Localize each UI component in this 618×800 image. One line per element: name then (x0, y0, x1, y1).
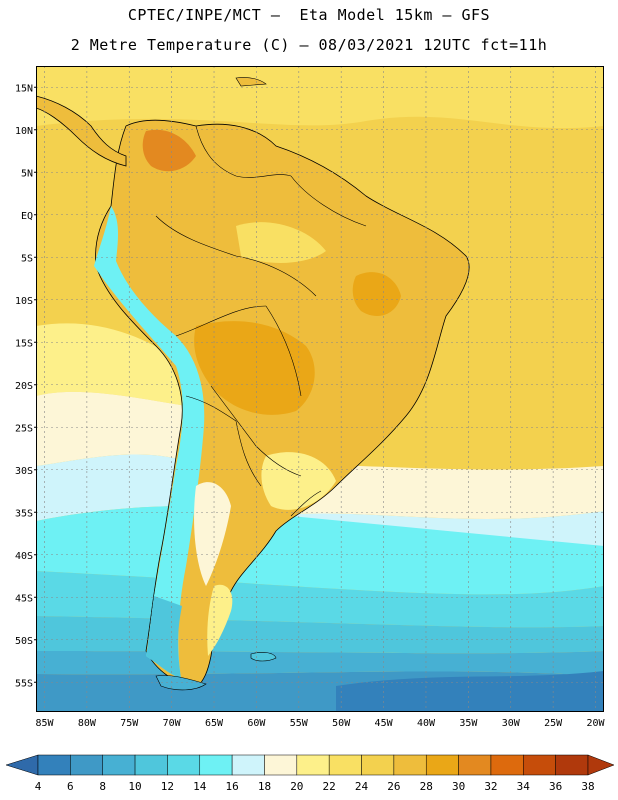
lon-tick-label: 70W (163, 718, 182, 729)
colorbar-label: 26 (387, 780, 400, 793)
lon-tick-label: 65W (205, 718, 224, 729)
lat-tick-label: 30S (15, 466, 33, 477)
hot-region-north (142, 129, 196, 172)
ocean-band-10 (36, 651, 604, 676)
lat-tick-label: 10N (15, 126, 33, 137)
lat-tick-label: 5S (21, 253, 33, 264)
lon-tick-label: 20W (586, 718, 605, 729)
colorbar-swatch (102, 754, 136, 776)
colorbar-swatch (167, 754, 201, 776)
colorbar-swatch (264, 754, 298, 776)
lon-tick-label: 30W (502, 718, 521, 729)
colorbar-swatch (70, 754, 103, 776)
lat-tick-label: 45S (15, 593, 33, 604)
latitude-axis: 15N 10N 5N EQ 5S 10S 15S 20S 25S 30S 35S 40S 45S 50S 5… (15, 83, 36, 689)
colorbar-swatch (296, 754, 330, 776)
colorbar-swatch (555, 754, 589, 776)
colorbar-swatch (231, 754, 265, 776)
lon-tick-label: 50W (332, 718, 351, 729)
colorbar-label: 12 (161, 780, 174, 793)
lat-tick-label: 25S (15, 423, 33, 434)
colorbar-swatch (523, 754, 556, 776)
mild-region-amazon (236, 222, 326, 263)
colorbar-label: 36 (549, 780, 562, 793)
lat-tick-label: EQ (21, 211, 33, 222)
lat-tick-label: 10S (15, 296, 33, 307)
colorbar-label: 32 (484, 780, 497, 793)
lon-tick-label: 40W (417, 718, 436, 729)
patagonia-cool (146, 596, 182, 678)
ocean-band-north (36, 66, 604, 129)
colorbar-label: 34 (517, 780, 531, 793)
lon-tick-label: 85W (35, 718, 54, 729)
caribbean-islands (235, 77, 267, 87)
andes-cool-strip (94, 206, 205, 678)
lon-tick-label: 80W (78, 718, 97, 729)
map-title: CPTEC/INPE/MCT – Eta Model 15km – GFS (127, 6, 491, 24)
temperature-colorbar: 4 6 8 10 12 14 16 18 20 22 24 26 28 30 32 34 36 38 (5, 754, 615, 793)
lon-tick-label: 45W (375, 718, 394, 729)
lon-tick-label: 35W (459, 718, 478, 729)
colorbar-min-arrow (5, 754, 39, 776)
lon-tick-label: 55W (290, 718, 309, 729)
lat-tick-label: 35S (15, 508, 33, 519)
pampas-mild (194, 482, 231, 586)
colorbar-swatch (328, 754, 362, 776)
temperature-map (36, 66, 604, 712)
ocean-band-6 (336, 671, 604, 712)
tierra-del-fuego (155, 675, 207, 691)
map-subtitle: 2 Metre Temperature (C) – 08/03/2021 12U… (70, 36, 548, 54)
colorbar-label: 24 (355, 780, 369, 793)
hot-region-northeast (352, 272, 401, 316)
colorbar-label: 28 (420, 780, 433, 793)
lat-tick-label: 40S (15, 551, 33, 562)
colorbar-swatch (425, 754, 459, 776)
lat-tick-label: 15N (15, 83, 33, 94)
colorbar-label: 4 (35, 780, 42, 793)
colorbar-label: 38 (581, 780, 594, 793)
colorbar-label: 10 (128, 780, 141, 793)
colorbar-swatch (393, 754, 427, 776)
colorbar-label: 22 (323, 780, 336, 793)
ocean-band-pacific-22 (36, 391, 186, 466)
colorbar-label: 16 (225, 780, 238, 793)
ocean-band-atlantic-22 (266, 464, 604, 520)
central-america-land (36, 95, 127, 167)
lon-tick-label: 25W (544, 718, 563, 729)
longitude-axis: 85W 80W 75W 70W 65W 60W 55W 50W 45W 40W 35W 30W 25W 2… (35, 718, 605, 729)
colorbar-label: 6 (67, 780, 74, 793)
colorbar-swatch (199, 754, 233, 776)
colorbar-swatch (361, 754, 395, 776)
colorbar-label: 20 (290, 780, 303, 793)
lon-tick-label: 60W (247, 718, 266, 729)
map-frame (36, 66, 604, 712)
lat-tick-label: 5N (21, 168, 33, 179)
lat-tick-label: 20S (15, 381, 33, 392)
ocean-band-pacific-24 (36, 323, 186, 406)
ocean-band-pacific-18 (36, 454, 186, 521)
country-borders (155, 125, 367, 517)
colorbar-swatch (458, 754, 492, 776)
colorbar-label: 18 (258, 780, 271, 793)
lat-tick-label: 15S (15, 338, 33, 349)
falkland-islands (250, 652, 277, 662)
lat-tick-label: 55S (15, 678, 33, 689)
colorbar-max-arrow (587, 754, 615, 776)
colorbar-swatch (37, 754, 71, 776)
colorbar-label: 14 (193, 780, 207, 793)
colorbar-swatch (490, 754, 524, 776)
colorbar-label: 8 (99, 780, 106, 793)
lon-tick-label: 75W (120, 718, 139, 729)
colorbar-label: 30 (452, 780, 465, 793)
colorbar-swatch (134, 754, 168, 776)
map-canvas (36, 66, 604, 712)
hot-region-interior (194, 321, 315, 415)
patagonia-east-mild (207, 584, 233, 656)
lat-tick-label: 50S (15, 636, 33, 647)
